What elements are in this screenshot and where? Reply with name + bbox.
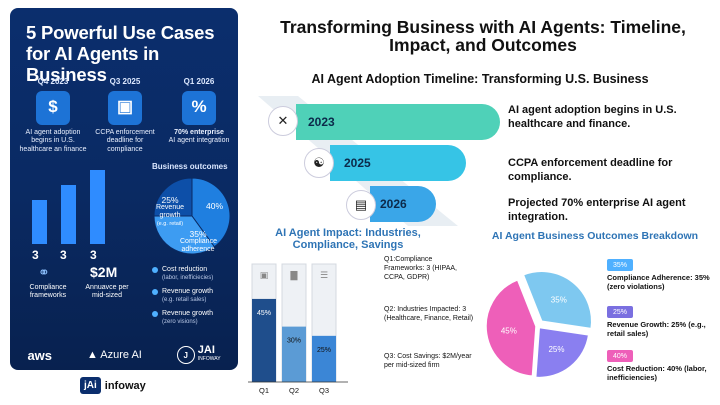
timeline-title: AI Agent Adoption Timeline: Transforming… <box>311 72 649 86</box>
x-tick-label: Q2 <box>289 386 299 395</box>
page-title: Transforming Business with AI Agents: Ti… <box>280 17 686 55</box>
pie-slice-label: 45% <box>501 326 517 335</box>
timeline-year: 2023 <box>308 115 335 129</box>
bar-label: 3 <box>90 248 97 262</box>
brand-mark: jAi <box>80 377 101 394</box>
azure-icon: ▲ <box>86 349 101 361</box>
bar-icon: ☰ <box>320 271 328 281</box>
mini-bar <box>61 185 76 244</box>
bar-value-label: 30% <box>287 338 301 345</box>
business-outcomes-pie <box>153 177 231 255</box>
timeline-text: Projected 70% enterprise AI agent integr… <box>508 197 686 223</box>
timeline-text: AI agent adoption begins in U.S. healthc… <box>508 104 677 130</box>
savings-label: Annuavce per mid-sized <box>85 284 129 299</box>
mini-bar <box>90 170 105 244</box>
stethoscope-dollar-icon: $ <box>36 90 70 125</box>
milestone-date: Q1 2026 <box>183 77 215 86</box>
x-tick-label: Q1 <box>259 386 269 395</box>
mini-bar-chart <box>28 170 118 244</box>
bar <box>252 298 276 382</box>
outcome-badge: 35% <box>607 259 633 271</box>
bar-value-label: 45% <box>257 310 271 317</box>
stethoscope-icon: ⚭ <box>38 264 50 280</box>
jai-logo: J JAI INFOWAY <box>176 345 221 364</box>
jai-icon: J <box>176 346 195 364</box>
legend-dot <box>152 311 158 317</box>
x-tick-label: Q3 <box>319 386 329 395</box>
brand-logo: jAi infoway <box>80 377 146 394</box>
milestone-text: CCPA enforcement deadline for compliance <box>95 128 155 153</box>
milestone-q3-2025: Q3 2025 ▣ CCPA enforcement deadline for … <box>90 77 160 154</box>
bar-label: 3 <box>32 248 39 262</box>
impact-bar-chart: 45% ▣ Q1 30% ▇ Q2 25% ☰ Q3 <box>248 263 348 395</box>
lock-icon: ▣ <box>108 90 142 125</box>
legend-label: Revenue growth (e.g. retail sales) <box>162 288 213 303</box>
outcome-badge: 40% <box>607 350 633 362</box>
aws-logo: aws <box>27 347 53 363</box>
milestone-text: 70% enterprise AI agent integration <box>168 128 230 145</box>
legend-dot <box>152 289 158 295</box>
bar-value-label: 25% <box>317 347 331 354</box>
outcomes-pie-chart: 35% 25% 45% <box>485 270 593 379</box>
bar-icon: ▇ <box>290 270 299 281</box>
pie-label-40: 40% <box>206 201 224 211</box>
savings-value: $2M <box>90 264 118 280</box>
business-outcomes-title: Business outcomes <box>152 162 228 171</box>
impact-note: Q3: Cost Savings: $2M/year per mid-sized… <box>384 353 472 369</box>
pie-slice <box>153 177 193 217</box>
milestone-text: AI agent adoption begins in U.S. healthc… <box>19 128 87 153</box>
use-cases-panel: 5 Powerful Use Cases for AI Agents in Bu… <box>10 8 238 370</box>
timeline-year: 2025 <box>344 156 371 170</box>
tools-icon: ✕ <box>268 106 298 136</box>
timeline-year: 2026 <box>380 197 407 211</box>
legend-label: Revenue growth (zero visions) <box>162 310 213 325</box>
impact-note: Q1:Compliance Frameworks: 3 (HIPAA, CCPA… <box>384 256 457 281</box>
legend-item: Revenue growth (e.g. retail sales) <box>152 288 213 304</box>
timeline-text: CCPA enforcement deadline for compliance… <box>508 157 673 183</box>
pie-slice <box>522 270 593 330</box>
bar-label: 3 <box>60 248 67 262</box>
mini-bar <box>32 200 47 244</box>
bar-icon: ▣ <box>260 271 269 281</box>
pie-slice-label: 25% <box>548 345 564 354</box>
panel-title: 5 Powerful Use Cases for AI Agents in Bu… <box>26 22 215 85</box>
compliance-label: Compliance frameworks <box>29 284 67 299</box>
pie-label-35: 35% Compliance adherence <box>180 229 217 253</box>
impact-chart-title: AI Agent Impact: Industries, Compliance,… <box>275 227 421 251</box>
pie-slice <box>534 326 590 379</box>
bar <box>282 326 306 382</box>
partner-logos: aws ▲ Azure AI J JAI INFOWAY <box>10 340 238 370</box>
presentation-icon: ▤ <box>346 190 376 220</box>
outcome-text: Revenue Growth: 25% (e.g., retail sales) <box>607 320 706 338</box>
outcome-text: Compliance Adherence: 35% (zero violatio… <box>607 273 710 291</box>
milestone-q1-2026: Q1 2026 % 70% enterprise AI agent integra… <box>164 77 234 146</box>
impact-note: Q2: Industries Impacted: 3 (Healthcare, … <box>384 306 474 322</box>
pie-slice <box>485 278 537 377</box>
milestone-date: Q3 2025 <box>109 77 141 86</box>
handshake-icon: ☯ <box>304 148 334 178</box>
bar <box>312 335 336 382</box>
legend-label: Cost reduction (labor, inefficiecies) <box>162 266 214 281</box>
outcomes-chart-title: AI Agent Business Outcomes Breakdown <box>491 230 699 242</box>
timeline-bar-2023: 2023 <box>296 104 500 140</box>
azure-logo: ▲ Azure AI <box>86 349 142 361</box>
outcome-text: Cost Reduction: 40% (labor, inefficienci… <box>607 364 707 382</box>
legend-dot <box>152 267 158 273</box>
percent-icon: % <box>182 90 216 125</box>
pie-slice <box>153 215 216 255</box>
milestone-q4-2023: Q4 2023 $ AI agent adoption begins in U.… <box>18 77 88 154</box>
timeline-bar-2026: 2026 <box>370 186 436 222</box>
brand-name: infoway <box>104 379 146 392</box>
legend-item: Revenue growth (zero visions) <box>152 310 213 326</box>
pie-label-25: 25% Revenue growth (e.g. retail) <box>155 195 185 227</box>
pie-slice-label: 35% <box>551 296 567 305</box>
milestone-date: Q4 2023 <box>37 77 69 86</box>
timeline-bar-2025: 2025 <box>330 145 466 181</box>
legend-item: Cost reduction (labor, inefficiecies) <box>152 266 213 282</box>
pie-slice <box>191 177 231 248</box>
outcome-badge: 25% <box>607 306 633 318</box>
